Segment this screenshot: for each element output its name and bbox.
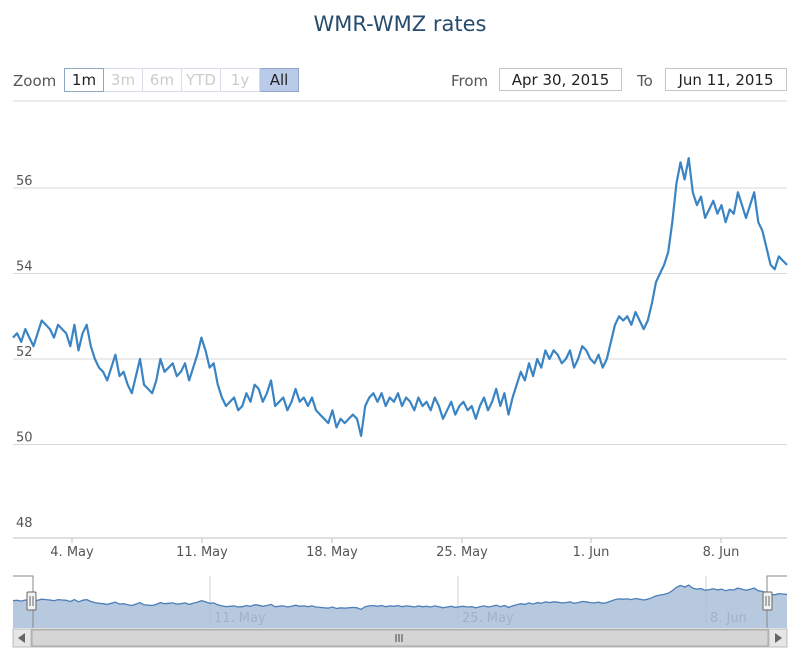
- to-date-input[interactable]: Jun 11, 2015: [665, 68, 787, 91]
- scrollbar-thumb[interactable]: [31, 629, 769, 647]
- x-tick-label: 1. Jun: [573, 545, 610, 560]
- arrow-right-icon: [775, 633, 782, 643]
- y-axis: 48 50 52 54 56: [16, 174, 33, 531]
- x-axis: 4. May 11. May 18. May 25. May 1. Jun 8. Jun: [50, 538, 739, 560]
- zoom-3m-button[interactable]: 3m: [104, 68, 143, 92]
- series-line: [12, 157, 788, 437]
- y-tick-label: 56: [16, 174, 33, 189]
- y-tick-label: 52: [16, 345, 33, 360]
- zoom-ytd-button[interactable]: YTD: [182, 68, 221, 92]
- zoom-button-group: 1m 3m 6m YTD 1y All: [64, 68, 299, 92]
- x-tick-label: 11. May: [176, 545, 228, 560]
- y-tick-label: 54: [16, 260, 33, 275]
- navigator-right-handle[interactable]: [762, 591, 773, 611]
- from-label: From: [451, 72, 489, 90]
- y-tick-label: 50: [16, 431, 33, 446]
- zoom-all-button[interactable]: All: [260, 68, 299, 92]
- y-tick-label: 48: [16, 516, 33, 531]
- arrow-left-icon: [18, 633, 25, 643]
- navigator-outline: [13, 575, 787, 628]
- navigator-left-handle[interactable]: [26, 591, 37, 611]
- grip-icon: [395, 634, 403, 642]
- scrollbar[interactable]: [12, 628, 788, 648]
- zoom-label: Zoom: [13, 72, 57, 90]
- to-label: To: [637, 72, 653, 90]
- zoom-1m-button[interactable]: 1m: [64, 68, 104, 92]
- x-tick-label: 4. May: [50, 545, 94, 560]
- zoom-6m-button[interactable]: 6m: [143, 68, 182, 92]
- navigator-line: [12, 584, 788, 611]
- x-tick-label: 8. Jun: [703, 545, 740, 560]
- x-tick-label: 18. May: [306, 545, 358, 560]
- zoom-1y-button[interactable]: 1y: [221, 68, 260, 92]
- x-tick-label: 25. May: [436, 545, 488, 560]
- chart-title: WMR-WMZ rates: [313, 12, 487, 36]
- grid-layer: [13, 187, 787, 445]
- from-date-input[interactable]: Apr 30, 2015: [499, 68, 622, 91]
